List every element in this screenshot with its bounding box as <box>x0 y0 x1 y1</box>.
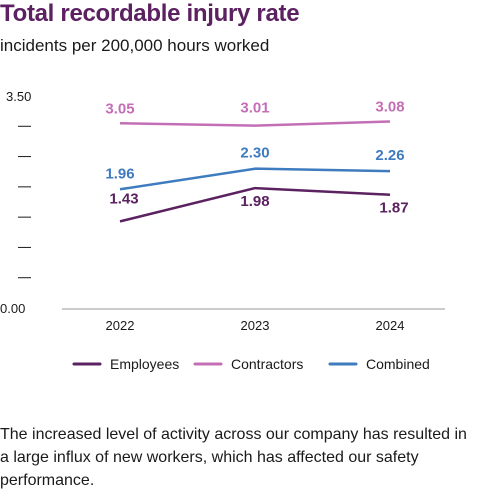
x-tick-label: 2024 <box>376 318 405 333</box>
data-label-contractors: 3.05 <box>105 100 134 117</box>
x-tick-label: 2023 <box>241 318 270 333</box>
series-line-combined <box>120 169 390 190</box>
commentary-paragraph: The increased level of activity across o… <box>0 423 470 492</box>
x-tick-label: 2022 <box>106 318 135 333</box>
data-label-employees: 1.43 <box>109 190 138 207</box>
legend-label-contractors: Contractors <box>231 356 303 372</box>
data-label-combined: 2.30 <box>240 145 269 162</box>
injury-rate-line-chart: 0.00 3.50 2022 2023 2024 1.43 1.98 1.87 3.05 3.01… <box>0 0 500 400</box>
data-label-combined: 1.96 <box>105 165 134 182</box>
y-tick-label-bottom: 0.00 <box>0 301 25 316</box>
legend-label-employees: Employees <box>110 356 179 372</box>
data-label-combined: 2.26 <box>375 147 404 164</box>
series-line-contractors <box>120 121 390 125</box>
data-label-employees: 1.98 <box>240 193 269 210</box>
data-label-employees: 1.87 <box>379 200 408 217</box>
y-tick-label-top: 3.50 <box>6 89 31 104</box>
data-label-contractors: 3.01 <box>240 100 269 117</box>
legend-label-combined: Combined <box>366 356 430 372</box>
data-label-contractors: 3.08 <box>375 98 404 115</box>
